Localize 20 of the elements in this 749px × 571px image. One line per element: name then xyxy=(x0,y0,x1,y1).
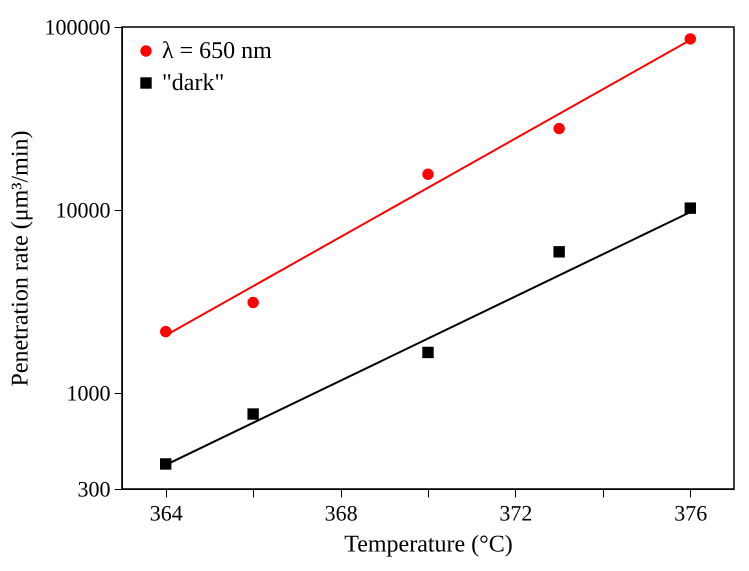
legend-label: λ = 650 nm xyxy=(162,38,272,64)
point xyxy=(553,122,565,134)
x-tick-label: 368 xyxy=(324,500,358,526)
point xyxy=(684,202,696,214)
point xyxy=(247,296,259,308)
y-tick-label: 100000 xyxy=(44,14,110,40)
x-tick-label: 376 xyxy=(674,500,708,526)
legend-label: "dark" xyxy=(162,70,224,96)
y-tick-label: 1000 xyxy=(66,380,110,406)
x-tick-label: 372 xyxy=(499,500,532,526)
y-tick-label: 10000 xyxy=(56,198,110,223)
point xyxy=(247,408,259,420)
x-tick-label: 364 xyxy=(150,500,183,526)
y-tick-label: 300 xyxy=(78,476,110,502)
y-axis-title: Penetration rate (μm³/min) xyxy=(8,130,34,386)
point xyxy=(684,33,696,45)
x-axis-title: Temperature (°C) xyxy=(344,532,513,558)
point xyxy=(422,346,434,358)
point xyxy=(553,246,565,258)
point xyxy=(422,168,434,180)
